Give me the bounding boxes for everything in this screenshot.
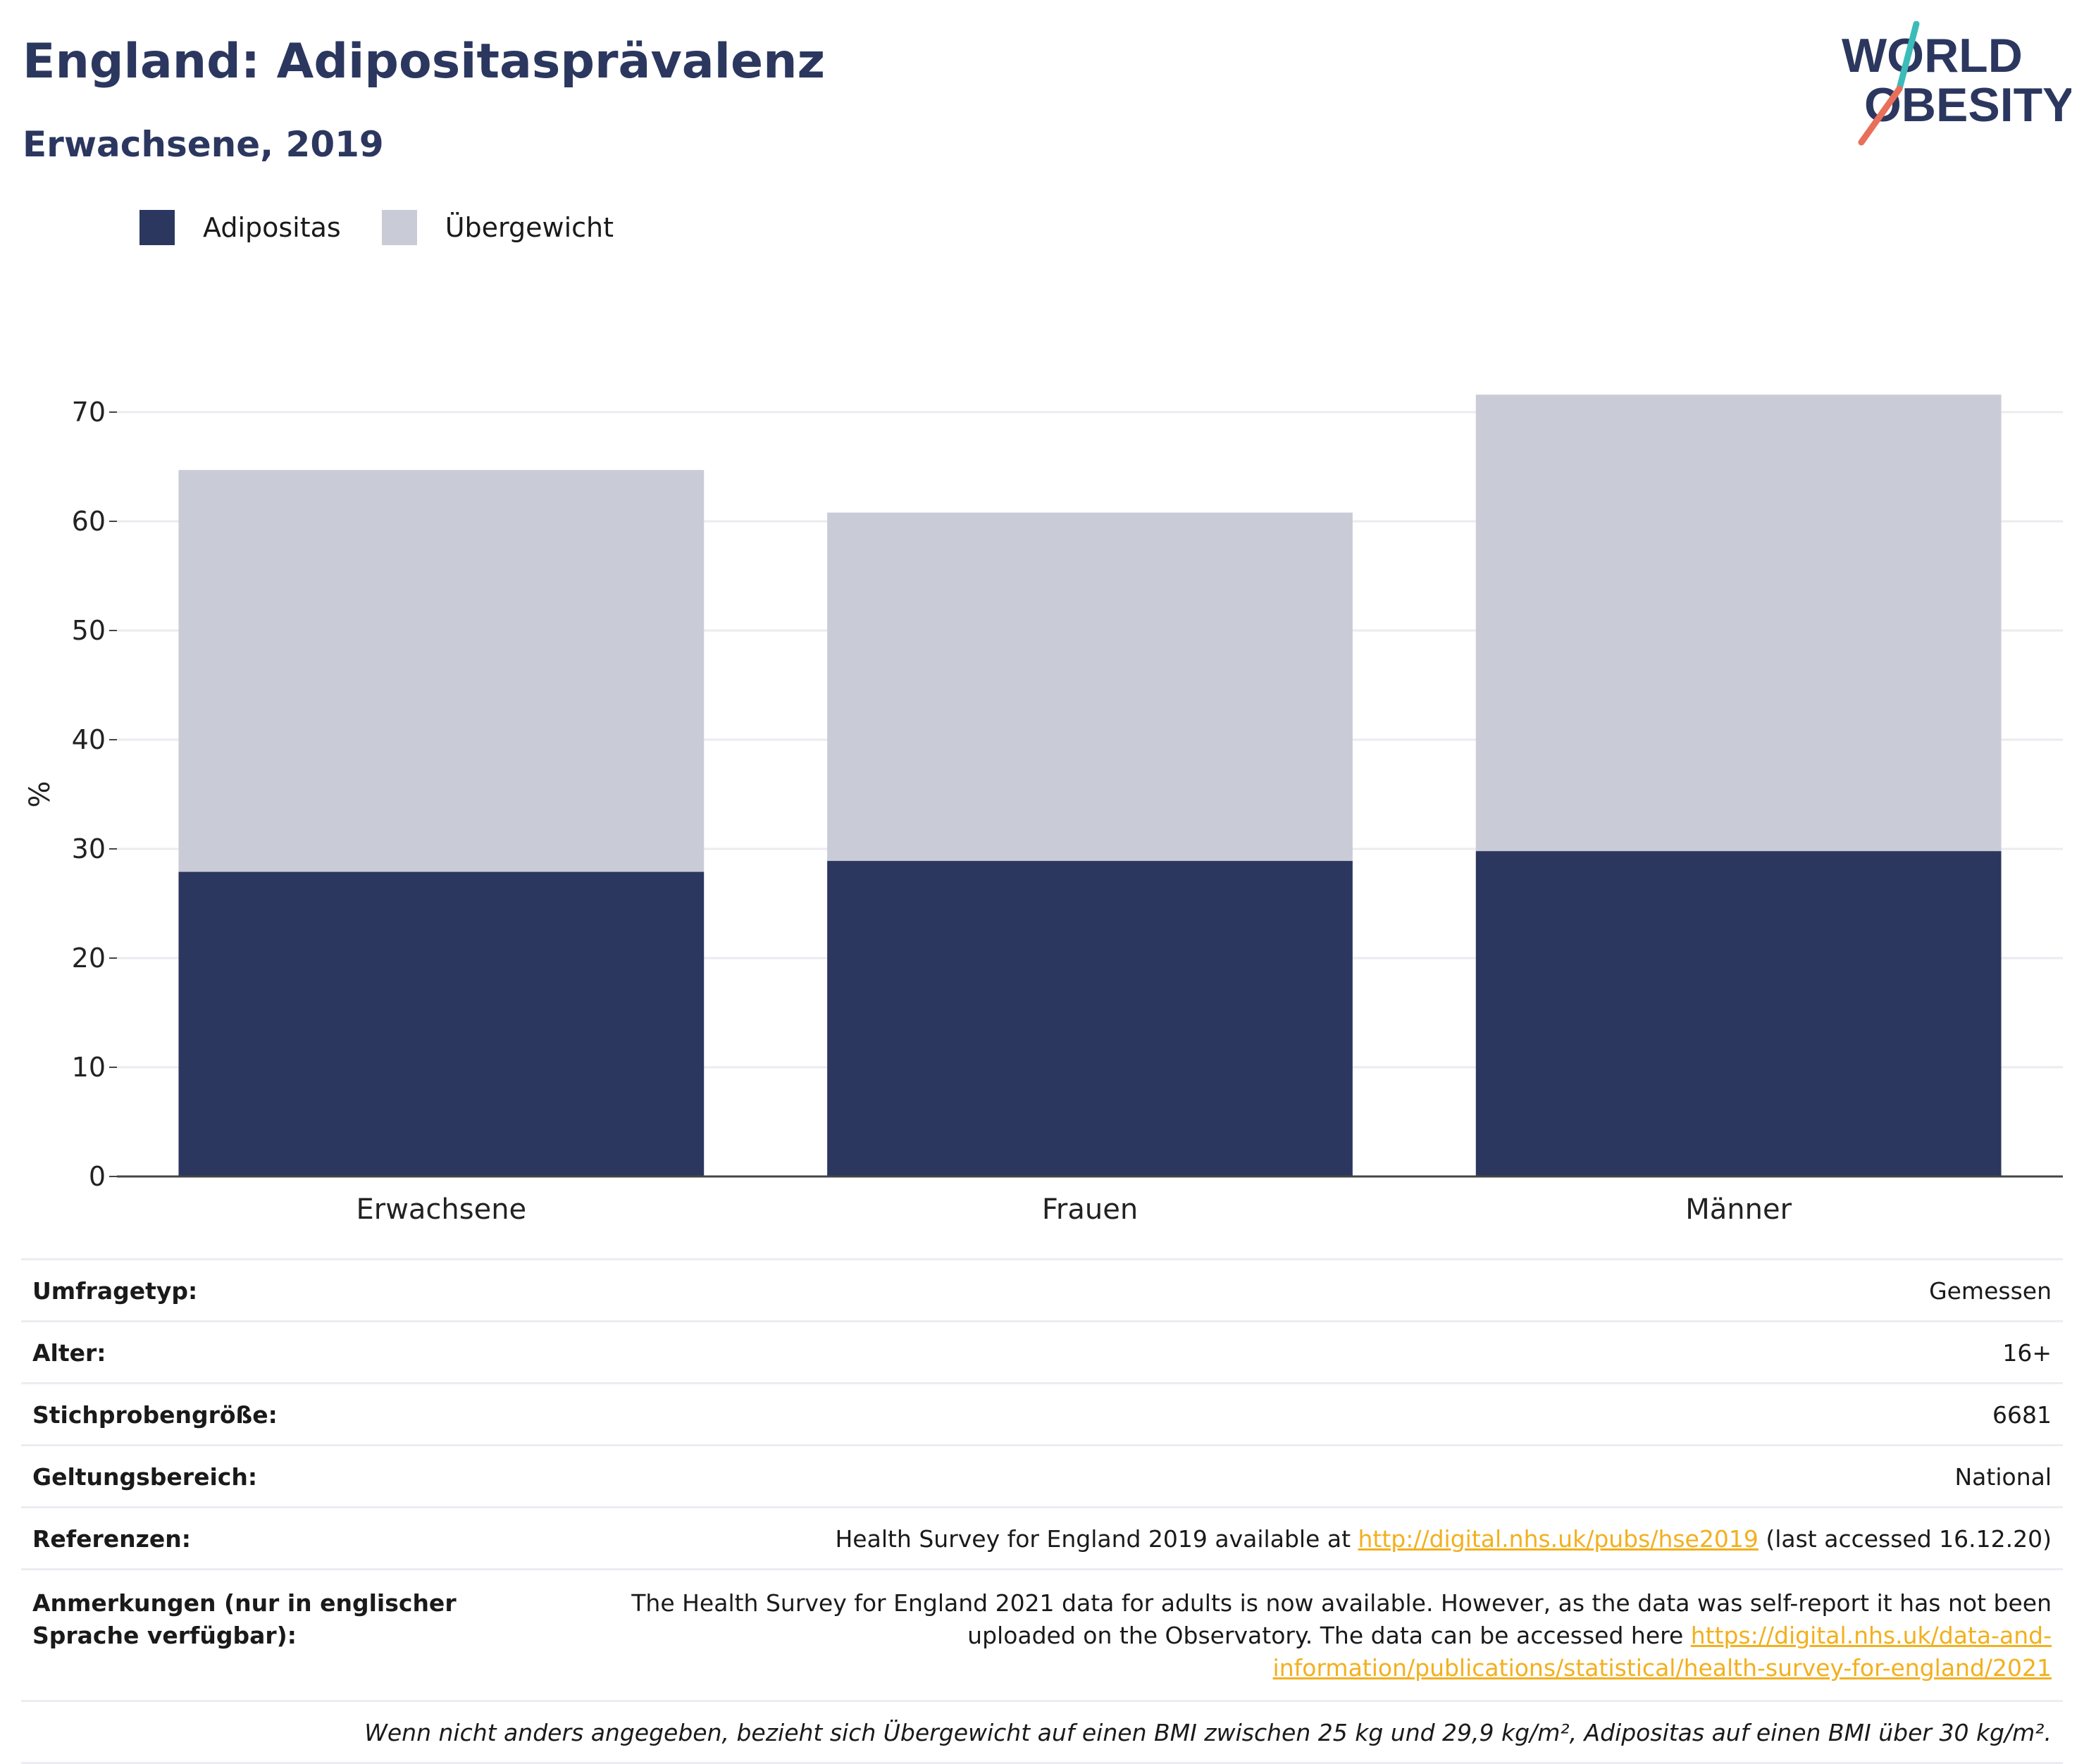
bar-chart: 0 10 20 30 40 50 60 70% Erwachsene Frauen Männer (24, 395, 2063, 1226)
meta-value: National (1954, 1463, 2052, 1491)
y-tick-label: 0 (89, 1161, 106, 1192)
y-axis-label: % (24, 781, 56, 807)
meta-value: The Health Survey for England 2021 data … (539, 1587, 2052, 1684)
footnote: Wenn nicht anders angegeben, bezieht sic… (364, 1719, 2052, 1746)
bar-uebergewicht (1475, 395, 2002, 852)
bar-adipositas (827, 861, 1353, 1176)
references-link[interactable]: http://digital.nhs.uk/pubs/hse2019 (1358, 1525, 1759, 1553)
meta-value: Gemessen (1929, 1277, 2052, 1305)
chart-subtitle: Erwachsene, 2019 (23, 124, 384, 165)
meta-label: Stichprobengröße: (32, 1401, 278, 1429)
y-tick-label: 60 (72, 506, 106, 537)
notes-text: The Health Survey for England 2021 data … (631, 1589, 2052, 1649)
chart-title: England: Adipositasprävalenz (23, 34, 826, 89)
logo-slash-teal (1896, 21, 1920, 92)
meta-row-notes: Anmerkungen (nur in englischer Sprache v… (21, 1568, 2063, 1700)
y-tick-label: 40 (72, 724, 106, 755)
y-tick-label: 10 (72, 1052, 106, 1083)
meta-label: Referenzen: (32, 1525, 191, 1553)
bar-adipositas (178, 871, 705, 1176)
legend-swatch-adipositas (139, 210, 175, 245)
references-suffix: (last accessed 16.12.20) (1758, 1525, 2052, 1553)
legend-label-adipositas[interactable]: Adipositas (203, 212, 341, 243)
metadata-table: Umfragetyp: Gemessen Alter: 16+ Stichpro… (21, 1258, 2063, 1764)
meta-row-footnote: Wenn nicht anders angegeben, bezieht sic… (21, 1700, 2063, 1764)
meta-row-sample-size: Stichprobengröße: 6681 (21, 1382, 2063, 1444)
logo-text-world: WORLD (1842, 29, 2023, 82)
bar-uebergewicht (178, 470, 705, 872)
meta-row-survey-type: Umfragetyp: Gemessen (21, 1258, 2063, 1320)
meta-row-age: Alter: 16+ (21, 1320, 2063, 1382)
legend-label-uebergewicht[interactable]: Übergewicht (445, 212, 614, 243)
meta-value: 16+ (2002, 1339, 2052, 1367)
x-tick-label: Männer (1685, 1193, 1792, 1226)
meta-label: Geltungsbereich: (32, 1463, 258, 1491)
notes-link[interactable]: https://digital.nhs.uk/data-and-informat… (1272, 1622, 2052, 1682)
meta-value: Health Survey for England 2019 available… (835, 1525, 2052, 1553)
bar-uebergewicht (827, 512, 1353, 862)
world-obesity-logo: WORLD OBESITY (1842, 21, 2071, 146)
bar-adipositas (1475, 851, 2002, 1176)
y-tick-label: 20 (72, 943, 106, 974)
chart-legend: Adipositas Übergewicht (139, 209, 655, 247)
y-tick-label: 30 (72, 833, 106, 864)
x-tick-label: Frauen (1042, 1193, 1138, 1226)
legend-swatch-uebergewicht (381, 210, 417, 245)
meta-row-scope: Geltungsbereich: National (21, 1444, 2063, 1506)
meta-value: 6681 (1992, 1401, 2052, 1429)
y-tick-label: 50 (72, 615, 106, 646)
logo-slash-red (1858, 85, 1903, 146)
references-text: Health Survey for England 2019 available… (835, 1525, 1358, 1553)
meta-label: Anmerkungen (nur in englischer Sprache v… (32, 1589, 457, 1649)
y-tick-label: 70 (72, 397, 106, 428)
meta-label: Umfragetyp: (32, 1277, 198, 1305)
logo-text-obesity: OBESITY (1864, 78, 2071, 132)
x-tick-label: Erwachsene (356, 1193, 526, 1226)
meta-label: Alter: (32, 1339, 106, 1367)
meta-row-references: Referenzen: Health Survey for England 20… (21, 1506, 2063, 1568)
